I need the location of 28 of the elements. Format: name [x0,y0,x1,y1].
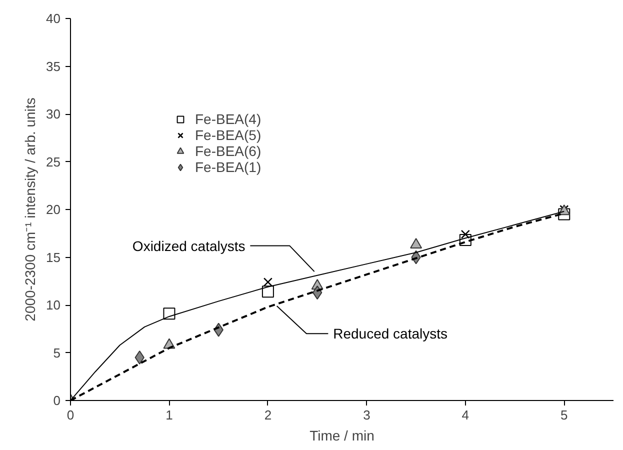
y-tick-label: 40 [46,11,61,26]
annotation: Oxidized catalysts [132,238,246,254]
y-tick-label: 30 [46,106,61,122]
x-axis-title: Time / min [310,428,374,444]
y-tick-label: 35 [46,58,61,74]
point [262,286,274,298]
y-tick-label: 10 [46,298,61,312]
legend-label: Fe-BEA(6) [195,143,262,159]
point [460,230,470,239]
x-tick-label: 3 [363,408,370,422]
y-tick-label: 25 [46,154,61,170]
y-tick-label: 20 [46,202,61,217]
y-tick-label: 0 [53,393,61,408]
point [163,308,176,320]
annotation: Reduced catalysts [333,326,448,342]
legend-label: Fe-BEA(1) [195,159,262,175]
x-tick-label: 1 [166,408,173,422]
y-tick-label: 5 [53,345,61,360]
x-tick-label: 0 [66,408,74,422]
x-tick-label: 2 [264,408,272,422]
legend-label: Fe-BEA(4) [195,111,262,127]
x-tick-label: 4 [462,408,470,422]
y-tick-label: 15 [46,250,61,265]
x-tick-label: 5 [560,408,568,422]
point [263,278,272,287]
point [410,238,422,249]
y-axis-title: 2000-2300 cm⁻¹ intensity / arb. units [22,98,38,322]
legend-label: Fe-BEA(5) [195,127,262,143]
